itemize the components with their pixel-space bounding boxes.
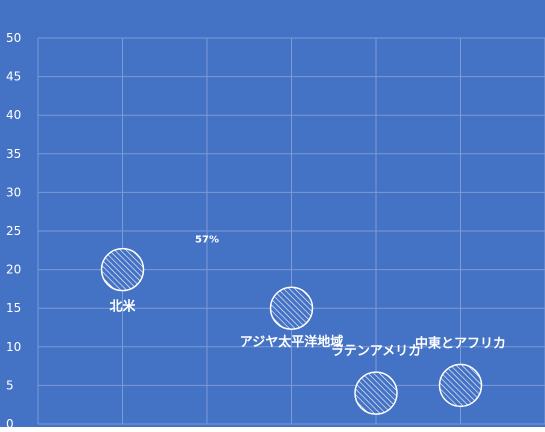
data-label: 北米 [109, 299, 136, 315]
data-point [438, 363, 483, 408]
data-label: 中東とアフリカ [415, 335, 506, 351]
y-tick-label: 15 [6, 301, 21, 315]
data-point [100, 247, 145, 292]
y-tick-label: 50 [6, 31, 21, 45]
y-tick-label: 35 [6, 147, 21, 161]
y-tick-label: 20 [6, 263, 21, 277]
data-label: ラテンアメリカ [331, 344, 421, 359]
y-tick-label: 10 [6, 340, 21, 354]
grid-lines [37, 37, 545, 425]
data-points [100, 247, 483, 415]
data-point [269, 286, 314, 330]
y-tick-label: 30 [6, 185, 21, 199]
annotation-label: 57% [195, 235, 219, 246]
y-axis-tick-labels: 0 5 10 15 20 25 30 35 40 45 50 [6, 31, 21, 431]
y-tick-label: 40 [6, 108, 21, 122]
data-label: アジヤ太平洋地域 [240, 334, 343, 350]
y-tick-label: 5 [6, 378, 14, 392]
y-tick-label: 45 [6, 70, 21, 84]
y-tick-label: 25 [6, 224, 21, 238]
data-point [354, 371, 398, 415]
y-tick-label: 0 [6, 417, 14, 427]
